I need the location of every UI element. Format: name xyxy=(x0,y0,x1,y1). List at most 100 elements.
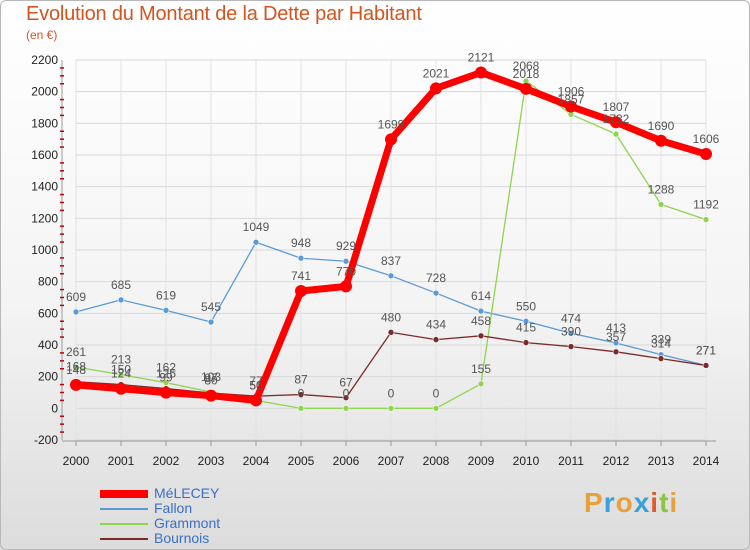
y-tick-label: 200 xyxy=(38,370,58,384)
logo-letter: x xyxy=(633,487,651,518)
x-tick-label: 2008 xyxy=(423,454,450,468)
data-point xyxy=(252,238,260,246)
x-tick-label: 2004 xyxy=(243,454,270,468)
data-point xyxy=(115,382,127,395)
y-tick-label: -200 xyxy=(34,433,58,447)
x-tick-label: 2010 xyxy=(513,454,540,468)
data-label: 415 xyxy=(516,321,536,335)
legend-swatch xyxy=(100,523,148,525)
data-point xyxy=(162,307,170,314)
data-point xyxy=(205,389,217,402)
data-label: 2068 xyxy=(513,59,540,73)
data-point xyxy=(477,332,485,340)
data-label: 103 xyxy=(201,370,221,384)
data-point xyxy=(117,296,125,304)
data-point xyxy=(430,82,442,95)
data-label: 1732 xyxy=(603,112,630,126)
y-tick-label: 800 xyxy=(38,275,58,289)
logo-letter: P xyxy=(584,487,604,518)
data-label: 77 xyxy=(249,374,263,388)
data-point xyxy=(342,257,350,265)
data-point xyxy=(612,130,620,138)
data-point xyxy=(72,308,80,316)
x-tick-label: 2009 xyxy=(468,454,495,468)
logo-letter: o xyxy=(615,487,634,518)
legend-label: Fallon xyxy=(154,500,193,516)
data-label: 1807 xyxy=(603,100,630,114)
data-point xyxy=(387,272,395,280)
data-label: 1049 xyxy=(243,220,270,234)
data-point xyxy=(702,216,710,223)
data-label: 609 xyxy=(66,290,86,304)
data-label: 1699 xyxy=(378,117,405,131)
data-label: 213 xyxy=(111,353,131,367)
data-label: 125 xyxy=(156,367,176,381)
data-point xyxy=(297,391,305,398)
data-point xyxy=(700,148,712,161)
data-label: 458 xyxy=(471,314,491,328)
data-label: 837 xyxy=(381,254,401,268)
data-point xyxy=(522,317,530,325)
data-label: 685 xyxy=(111,278,131,292)
data-label: 162 xyxy=(156,361,176,375)
data-label: 545 xyxy=(201,300,221,314)
y-tick-label: 1600 xyxy=(31,148,58,162)
data-point xyxy=(610,116,622,129)
data-label: 390 xyxy=(561,325,581,339)
data-point xyxy=(657,355,665,362)
data-point xyxy=(475,66,487,79)
data-label: 0 xyxy=(343,386,350,400)
data-label: 614 xyxy=(471,289,491,303)
data-label: 948 xyxy=(291,236,311,250)
data-label: 2018 xyxy=(513,67,540,81)
y-tick-label: 0 xyxy=(51,401,58,415)
legend-swatch xyxy=(100,490,148,498)
x-tick-label: 2001 xyxy=(108,454,135,468)
chart-title: Evolution du Montant de la Dette par Hab… xyxy=(26,3,422,25)
data-label: 271 xyxy=(696,343,716,357)
data-point xyxy=(702,362,710,369)
data-label: 314 xyxy=(651,337,671,351)
data-point xyxy=(342,394,350,402)
data-label: 0 xyxy=(433,386,440,400)
logo-letter: r xyxy=(603,487,616,518)
proxiti-logo: Proxiti xyxy=(584,487,678,519)
data-point xyxy=(655,134,667,147)
data-label: 2121 xyxy=(468,51,495,65)
x-tick-label: 2014 xyxy=(693,454,720,468)
data-label: 357 xyxy=(606,330,626,344)
data-point xyxy=(432,405,440,412)
legend-swatch xyxy=(100,508,148,510)
data-label: 271 xyxy=(696,343,716,357)
data-label: 2021 xyxy=(423,66,450,80)
data-label: 1606 xyxy=(693,132,720,146)
data-label: 148 xyxy=(66,363,86,377)
data-label: 1906 xyxy=(558,85,585,99)
logo-letter: i xyxy=(669,487,679,518)
data-label: 80 xyxy=(204,374,218,388)
y-tick-label: 1000 xyxy=(31,243,58,257)
data-point xyxy=(72,363,80,371)
data-label: 124 xyxy=(111,367,131,381)
data-label: 434 xyxy=(426,318,446,332)
data-label: 339 xyxy=(651,333,671,347)
y-tick-label: 600 xyxy=(38,306,58,320)
data-label: 261 xyxy=(66,345,86,359)
data-point xyxy=(612,348,620,356)
y-tick-label: 400 xyxy=(38,338,58,352)
legend-label: Grammont xyxy=(154,515,221,531)
data-label: 50 xyxy=(249,378,263,392)
x-tick-label: 2002 xyxy=(153,454,180,468)
data-point xyxy=(565,100,577,113)
data-label: 168 xyxy=(66,360,86,374)
data-label: 50 xyxy=(249,378,263,392)
data-label: 155 xyxy=(471,362,491,376)
x-tick-label: 2005 xyxy=(288,454,315,468)
data-label: 0 xyxy=(388,386,395,400)
data-point xyxy=(522,339,530,346)
y-tick-label: 2000 xyxy=(31,85,58,99)
data-point xyxy=(297,254,305,262)
data-point xyxy=(520,82,532,95)
